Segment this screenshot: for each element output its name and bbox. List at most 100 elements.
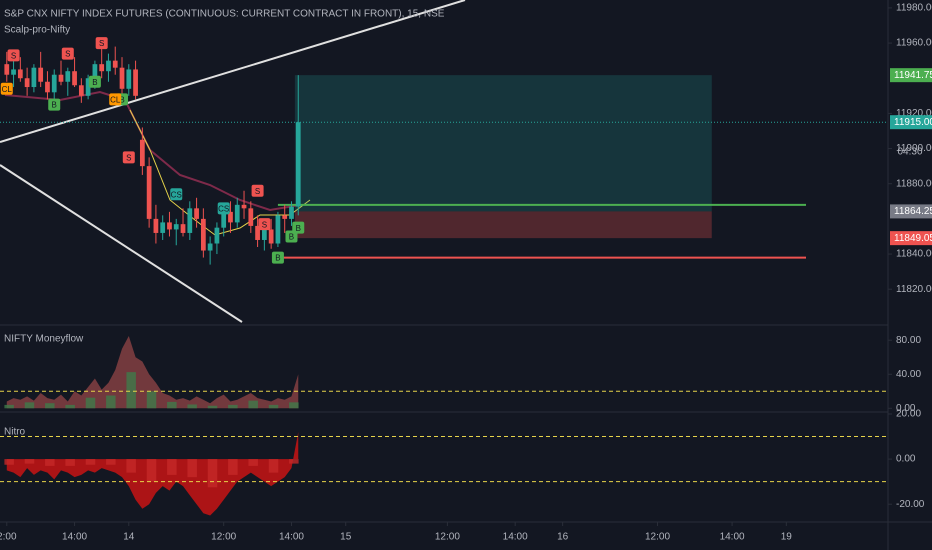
candle-body bbox=[38, 67, 44, 82]
candle-body bbox=[65, 71, 71, 82]
candle-body bbox=[11, 69, 16, 75]
nitro-bar bbox=[65, 459, 75, 466]
nitro-bar bbox=[45, 459, 55, 466]
signal-label: B bbox=[289, 233, 294, 242]
candle-body bbox=[207, 243, 213, 251]
y-tick-label: 0.00 bbox=[896, 403, 916, 414]
candle-body bbox=[126, 69, 132, 89]
y-tick-label: 11900.00 bbox=[896, 143, 932, 154]
nitro-bar bbox=[126, 459, 136, 473]
candle-body bbox=[24, 78, 30, 88]
x-tick-label: 14:00 bbox=[720, 532, 745, 543]
price-badge bbox=[890, 231, 932, 246]
moneyflow-bar bbox=[106, 395, 116, 409]
candle-body bbox=[248, 208, 254, 226]
nitro-bar bbox=[207, 459, 218, 488]
candle-body bbox=[51, 74, 57, 93]
x-tick-label: 14 bbox=[123, 532, 135, 543]
x-tick-label: 19 bbox=[781, 532, 793, 543]
nitro-bar bbox=[146, 459, 157, 482]
x-tick-label: 14:00 bbox=[503, 532, 528, 543]
signal-marker bbox=[122, 151, 135, 164]
signal-label: S bbox=[65, 50, 70, 59]
nitro-bar bbox=[248, 459, 258, 466]
candle-body bbox=[160, 222, 166, 233]
y-tick-label: -20.00 bbox=[896, 499, 925, 510]
price-badge bbox=[890, 115, 932, 130]
signal-label: B bbox=[296, 224, 301, 233]
candle-body bbox=[180, 224, 186, 233]
signal-marker bbox=[258, 218, 271, 231]
nitro-bar bbox=[167, 459, 177, 475]
signal-marker bbox=[61, 47, 74, 60]
signal-marker bbox=[217, 202, 230, 215]
candle-body bbox=[92, 64, 98, 79]
nitro-bar bbox=[289, 459, 299, 464]
candle-body bbox=[31, 67, 37, 88]
y-tick-label: 11980.00 bbox=[896, 3, 932, 14]
signal-label: S bbox=[99, 39, 104, 48]
y-tick-label: 11920.00 bbox=[896, 108, 932, 119]
price-badge bbox=[890, 204, 932, 219]
candle-body bbox=[275, 215, 281, 244]
x-tick-label: 2:00 bbox=[0, 532, 17, 543]
candle-body bbox=[112, 60, 118, 68]
moneyflow-bar bbox=[4, 404, 14, 409]
moneyflow-bar bbox=[45, 403, 55, 409]
x-tick-label: 12:00 bbox=[435, 532, 460, 543]
candle-body bbox=[261, 229, 267, 240]
price-badge-label: 11915.00 bbox=[894, 117, 932, 128]
y-tick-label: 11960.00 bbox=[896, 38, 932, 49]
candle-body bbox=[4, 64, 10, 75]
candle-body bbox=[268, 229, 274, 244]
y-tick-label: 20.00 bbox=[896, 409, 921, 420]
ma-line bbox=[4, 90, 301, 212]
pane-title: NIFTY Moneyflow bbox=[4, 334, 84, 345]
moneyflow-bar bbox=[289, 402, 299, 409]
y-tick-label: 80.00 bbox=[896, 335, 921, 346]
signal-label: B bbox=[92, 78, 97, 87]
signal-marker bbox=[292, 221, 305, 234]
pane-title: Nitro bbox=[4, 427, 26, 438]
candle-body bbox=[153, 218, 159, 233]
candle-body bbox=[241, 204, 247, 209]
y-tick-label: 11840.00 bbox=[896, 249, 932, 260]
target-zone bbox=[294, 75, 712, 212]
candle-body bbox=[72, 71, 77, 86]
candle-body bbox=[214, 227, 220, 244]
candle-body bbox=[85, 78, 91, 96]
signal-label: B bbox=[52, 101, 57, 110]
signal-marker bbox=[271, 251, 284, 264]
x-tick-label: 14:00 bbox=[62, 532, 87, 543]
nitro-bar bbox=[106, 459, 116, 465]
candle-body bbox=[200, 218, 206, 251]
moneyflow-bar bbox=[65, 404, 75, 409]
x-tick-label: 16 bbox=[557, 532, 569, 543]
signal-marker bbox=[109, 93, 122, 106]
candle-body bbox=[146, 166, 152, 219]
candle-body bbox=[119, 67, 125, 89]
nitro-bar bbox=[268, 459, 279, 473]
candle-body bbox=[99, 64, 105, 72]
signal-marker bbox=[95, 37, 108, 50]
nitro-bar bbox=[4, 459, 14, 465]
signal-label: B bbox=[275, 254, 280, 263]
candle-body bbox=[255, 225, 260, 240]
y-tick-label: 40.00 bbox=[896, 369, 921, 380]
candle-body bbox=[194, 208, 199, 219]
price-badge-label: 11941.75 bbox=[894, 70, 932, 81]
price-badge bbox=[890, 68, 932, 83]
candle-body bbox=[78, 85, 84, 96]
nitro-bar bbox=[24, 459, 35, 464]
candle-body bbox=[187, 208, 193, 233]
candle-body bbox=[282, 215, 288, 219]
signal-marker bbox=[0, 82, 13, 95]
moneyflow-bar bbox=[187, 404, 197, 409]
signal-label: CS bbox=[218, 204, 229, 213]
trend-line bbox=[0, 0, 466, 143]
price-badge-label: 11849.05 bbox=[894, 233, 932, 244]
x-tick-label: 12:00 bbox=[645, 532, 670, 543]
signal-label: B bbox=[119, 95, 124, 104]
